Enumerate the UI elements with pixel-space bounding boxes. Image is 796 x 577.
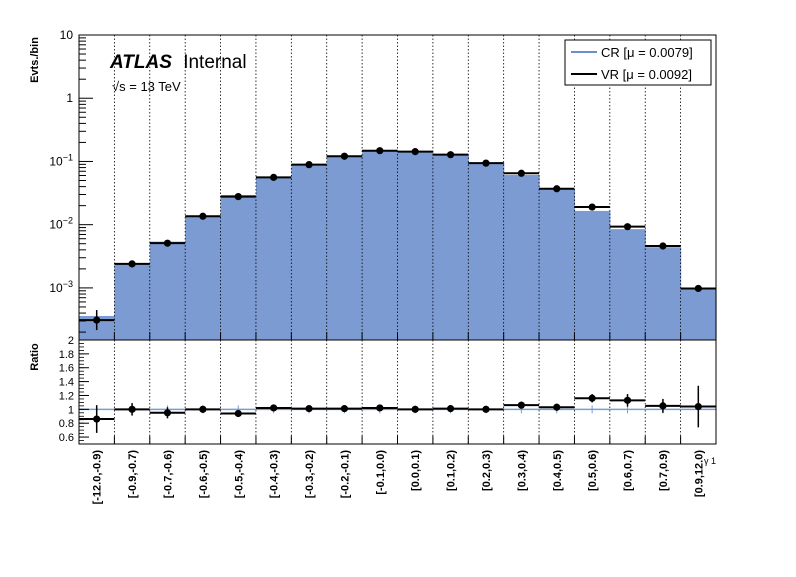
x-tick-label: [0.3,0.4) [516, 450, 528, 491]
energy-label: √s = 13 TeV [112, 79, 181, 94]
y-tick-label: 1 [66, 91, 73, 105]
vr-point [411, 148, 419, 156]
ratio-point [517, 401, 525, 409]
x-tick-label: [-0.5,-0.4) [233, 450, 245, 499]
x-tick-label: [-0.4,-0.3) [269, 450, 281, 499]
x-tick-label: [0.5,0.6) [587, 450, 599, 491]
ratio-y-tick-label: 1.6 [59, 363, 74, 375]
ratio-y-tick-label: 1.8 [59, 349, 74, 361]
cr-bar [255, 177, 292, 340]
ratio-y-tick-label: 2 [68, 335, 74, 347]
x-tick-label: [-0.2,-0.1) [339, 450, 351, 499]
ratio-point [623, 396, 632, 404]
cr-bar [680, 289, 717, 340]
y-tick-label: 10 [60, 28, 74, 42]
ratio-point [376, 404, 384, 412]
ratio-point [694, 402, 702, 411]
x-tick-label: [-0.7,-0.6) [162, 450, 174, 499]
vr-point [234, 193, 242, 201]
x-tick-label: [-0.9,-0.7) [127, 450, 139, 499]
cr-bar [432, 154, 469, 340]
vr-point [517, 169, 525, 177]
legend: CR [μ = 0.0079] VR [μ = 0.0092] [564, 39, 712, 86]
y-tick-label: 10−3 [49, 279, 73, 295]
x-tick-label: [0.9,12.0) [693, 450, 705, 497]
cr-bar [220, 194, 257, 340]
x-tick-label: [0.2,0.3) [481, 450, 493, 491]
ratio-y-tick-label: 0.6 [59, 432, 74, 444]
ratio-y-tick-label: 0.8 [59, 418, 74, 430]
ratio-y-tick-label: 1.2 [59, 390, 74, 402]
cr-bar [539, 189, 576, 340]
vr-point [446, 151, 455, 159]
vr-point [623, 223, 632, 231]
cr-bar [468, 162, 505, 340]
vr-point [305, 161, 313, 169]
vr-point [340, 152, 349, 160]
x-tick-label: [0.0,0.1) [410, 450, 422, 491]
ratio-point [340, 405, 349, 413]
vr-point [659, 242, 667, 250]
vr-point [163, 239, 172, 247]
ratio-point [163, 409, 172, 417]
x-tick-label: [-0.6,-0.5) [198, 450, 210, 499]
legend-cr-label: CR [μ = 0.0079] [601, 45, 693, 60]
ratio-point [411, 405, 419, 413]
y-tick-label: 10−2 [49, 216, 73, 232]
y-axis-title: Evts./bin [29, 37, 41, 83]
cr-bar [185, 216, 222, 340]
x-axis-title: γ 1 [704, 456, 716, 466]
cr-bar [114, 263, 151, 340]
ratio-point [446, 405, 455, 413]
cr-bar [362, 151, 399, 340]
ratio-point [553, 403, 561, 411]
cr-bar [503, 175, 540, 340]
ratio-point [588, 394, 596, 402]
atlas-word: ATLAS [109, 52, 172, 73]
cr-bar [326, 156, 363, 340]
vr-point [199, 212, 207, 220]
vr-point [588, 203, 596, 211]
legend-vr-label: VR [μ = 0.0092] [601, 67, 692, 82]
ratio-panel: 0.6 0.8 1 1.21.4 1.6 1.8 2 [-12.0,-0.9) [-0.9,-0… [59, 335, 717, 505]
ratio-point [305, 405, 313, 413]
ratio-point [659, 402, 667, 410]
sqrt-s: √s [112, 79, 126, 94]
cr-bar [149, 241, 186, 340]
ratio-y-tick-label: 1.4 [59, 377, 74, 389]
energy-value: = 13 TeV [126, 79, 181, 94]
main-panel: 10−3 10−2 10−1 1 10 [49, 28, 717, 341]
vr-point [376, 147, 384, 155]
internal-word: Internal [183, 52, 246, 73]
vr-point [694, 284, 702, 293]
ratio-axis-title: Ratio [29, 343, 41, 371]
ratio-point [128, 405, 136, 413]
x-tick-label: [-12.0,-0.9) [92, 450, 104, 505]
x-tick-label: [0.4,0.5) [552, 450, 564, 491]
ratio-point [199, 405, 207, 413]
vr-point [482, 159, 490, 167]
cr-bar [609, 229, 646, 340]
cr-bar [645, 247, 682, 340]
atlas-label: ATLAS Internal [109, 52, 247, 73]
vr-point [553, 185, 561, 193]
cr-bar [397, 151, 434, 340]
ratio-point [270, 404, 278, 412]
cr-bar [291, 164, 328, 340]
ratio-point [234, 409, 242, 418]
cr-bar [574, 210, 611, 340]
y-tick-label: 10−1 [49, 152, 73, 168]
x-tick-label: [-0.1,0.0) [375, 450, 387, 495]
x-tick-label: [-0.3,-0.2) [304, 450, 316, 499]
vr-point [270, 173, 278, 181]
legend-box [564, 39, 712, 86]
x-tick-label: [0.6,0.7) [623, 450, 635, 491]
ratio-y-tick-label: 1 [68, 404, 74, 416]
x-tick-label: [0.1,0.2) [446, 450, 458, 491]
ratio-point [93, 415, 101, 423]
ratio-point [482, 405, 490, 413]
x-tick-label: [0.7,0.9) [658, 450, 670, 491]
vr-point [128, 260, 136, 268]
